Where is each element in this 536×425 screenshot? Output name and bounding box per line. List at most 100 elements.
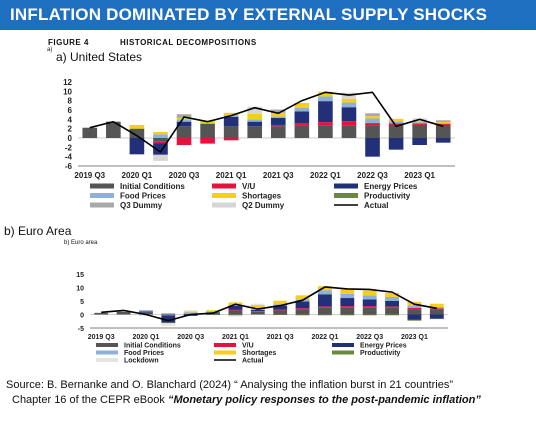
ea-legend-label-food-prices: Food Prices [124, 350, 164, 357]
ea-bar-initial-conditions-12 [362, 307, 377, 315]
us-bar-initial-conditions-7 [247, 126, 263, 138]
us-bar-initial-conditions-8 [270, 126, 286, 138]
ea-bar-food-prices-14 [407, 305, 422, 309]
us-bar-v-u-14 [412, 123, 427, 125]
ea-bar-initial-conditions-15 [429, 309, 444, 315]
ea-bar-v-u-8 [273, 309, 288, 311]
us-ytick-label-0: -6 [65, 162, 73, 171]
panel-b-title: b) Euro Area [4, 224, 72, 238]
us-bar-shortages-14 [412, 120, 427, 123]
ea-legend-label-initial-conditions: Initial Conditions [124, 343, 181, 350]
us-legend-label-initial-conditions: Initial Conditions [120, 182, 185, 191]
ea-bar-v-u-7 [250, 311, 265, 312]
ea-bar-shortages-11 [340, 289, 355, 294]
ea-bar-productivity-15 [429, 318, 444, 320]
us-bar-shortages-2 [129, 124, 145, 129]
ea-bar-initial-conditions-9 [295, 309, 310, 315]
ea-bar-energy-prices-7 [250, 309, 265, 312]
us-bar-food-prices-10 [318, 96, 333, 102]
ea-bar-shortages-15 [429, 303, 444, 307]
us-bar-q3-dummy-15 [435, 120, 451, 123]
ea-bar-v-u-15 [429, 308, 444, 310]
us-xtick-label-5: 2022 Q1 [310, 171, 341, 180]
ea-legend-swatch-initial-conditions [96, 343, 118, 347]
us-bar-food-prices-13 [388, 121, 404, 124]
ea-ytick-label-2: 5 [80, 299, 84, 306]
us-bar-food-prices-7 [247, 119, 263, 122]
us-ytick-label-2: -2 [65, 143, 73, 152]
us-legend-label-q3-dummy: Q3 Dummy [120, 201, 163, 210]
ea-bar-shortages-10 [318, 286, 332, 291]
ea-legend-label-v-u: V/U [242, 343, 254, 350]
ea-bar-energy-prices-9 [295, 301, 310, 309]
ea-bar-shortages-4 [183, 311, 198, 313]
us-bar-shortages-7 [247, 113, 263, 120]
us-bar-v-u-11 [341, 121, 357, 126]
source-ebook-title: “Monetary policy responses to the post-p… [167, 394, 481, 406]
figure-label: FIGURE 4 [48, 38, 89, 47]
us-legend-label-food-prices: Food Prices [120, 192, 166, 201]
us-bar-shortages-6 [223, 112, 239, 116]
ea-xtick-label-3: 2021 Q1 [222, 334, 249, 341]
ea-legend-swatch-lockdown [96, 358, 118, 362]
us-bar-q3-dummy-4 [176, 114, 192, 118]
us-ytick-label-8: 10 [63, 87, 72, 96]
us-bar-v-u-15 [435, 124, 451, 125]
us-bar-energy-prices-6 [223, 117, 239, 127]
us-bar-v-u-6 [223, 138, 239, 141]
ea-bar-initial-conditions-2 [139, 312, 153, 315]
ea-bar-productivity-10 [318, 314, 332, 316]
slide-banner: INFLATION DOMINATED BY EXTERNAL SUPPLY S… [0, 0, 536, 30]
us-bar-shortages-12 [365, 116, 380, 119]
ea-bar-energy-prices-3 [161, 315, 176, 323]
ea-bar-productivity-12 [362, 314, 377, 316]
ea-bar-energy-prices-10 [318, 294, 332, 307]
ea-xtick-label-2: 2020 Q3 [177, 334, 204, 341]
us-xtick-label-1: 2020 Q1 [122, 171, 153, 180]
ea-bar-shortages-7 [250, 305, 265, 310]
source-line-2: Chapter 16 of the CEPR eBook “Monetary p… [6, 393, 536, 408]
us-legend-label-shortages: Shortages [242, 192, 282, 201]
ea-bar-productivity-8 [273, 314, 288, 316]
us-bar-initial-conditions-3 [153, 138, 168, 142]
ea-bar-shortages-8 [273, 300, 288, 305]
ea-bar-productivity-11 [340, 314, 355, 316]
ea-bar-initial-conditions-10 [318, 307, 332, 315]
us-legend-label-v-u: V/U [242, 182, 256, 191]
figure-title: HISTORICAL DECOMPOSITIONS [120, 38, 257, 47]
ea-legend-label-shortages: Shortages [242, 350, 276, 357]
us-bar-energy-prices-11 [341, 107, 357, 122]
us-bar-initial-conditions-10 [318, 125, 333, 138]
ea-bar-shortages-12 [362, 290, 377, 296]
source-line-1: Source: B. Bernanke and O. Blanchard (20… [6, 379, 453, 391]
us-bar-v-u-5 [200, 138, 215, 144]
ea-bar-productivity-5 [206, 314, 220, 316]
ea-legend-swatch-energy-prices [332, 343, 354, 347]
ea-bar-initial-conditions-1 [116, 311, 131, 315]
ea-bar-initial-conditions-8 [273, 310, 288, 315]
ea-bar-energy-prices-11 [340, 298, 355, 307]
ea-bar-initial-conditions-11 [340, 307, 355, 315]
us-ytick-label-6: 6 [68, 106, 73, 115]
ea-bar-initial-conditions-7 [250, 311, 265, 315]
ea-xtick-label-7: 2023 Q1 [401, 334, 428, 341]
ea-bar-v-u-9 [295, 308, 310, 310]
us-bar-energy-prices-3 [153, 143, 168, 155]
panel-a-marker: a) [47, 47, 53, 53]
ea-xtick-label-5: 2022 Q1 [312, 334, 339, 341]
us-ytick-label-9: 12 [63, 78, 72, 87]
ea-bar-food-prices-3 [161, 313, 176, 315]
us-bar-initial-conditions-11 [341, 125, 357, 138]
us-legend-swatch-q3-dummy [90, 202, 114, 208]
ea-bar-lockdown-3 [161, 323, 176, 326]
us-bar-food-prices-14 [412, 122, 427, 124]
us-legend-label-q2-dummy: Q2 Dummy [242, 201, 285, 210]
us-ytick-label-3: 0 [68, 134, 73, 143]
us-bar-v-u-10 [318, 122, 333, 126]
us-bar-q3-dummy-8 [270, 109, 286, 113]
ea-bar-energy-prices-8 [273, 305, 288, 310]
us-bar-initial-conditions-15 [435, 124, 451, 138]
ea-ytick-label-3: 10 [76, 286, 84, 293]
ea-bar-energy-prices-6 [228, 305, 243, 310]
